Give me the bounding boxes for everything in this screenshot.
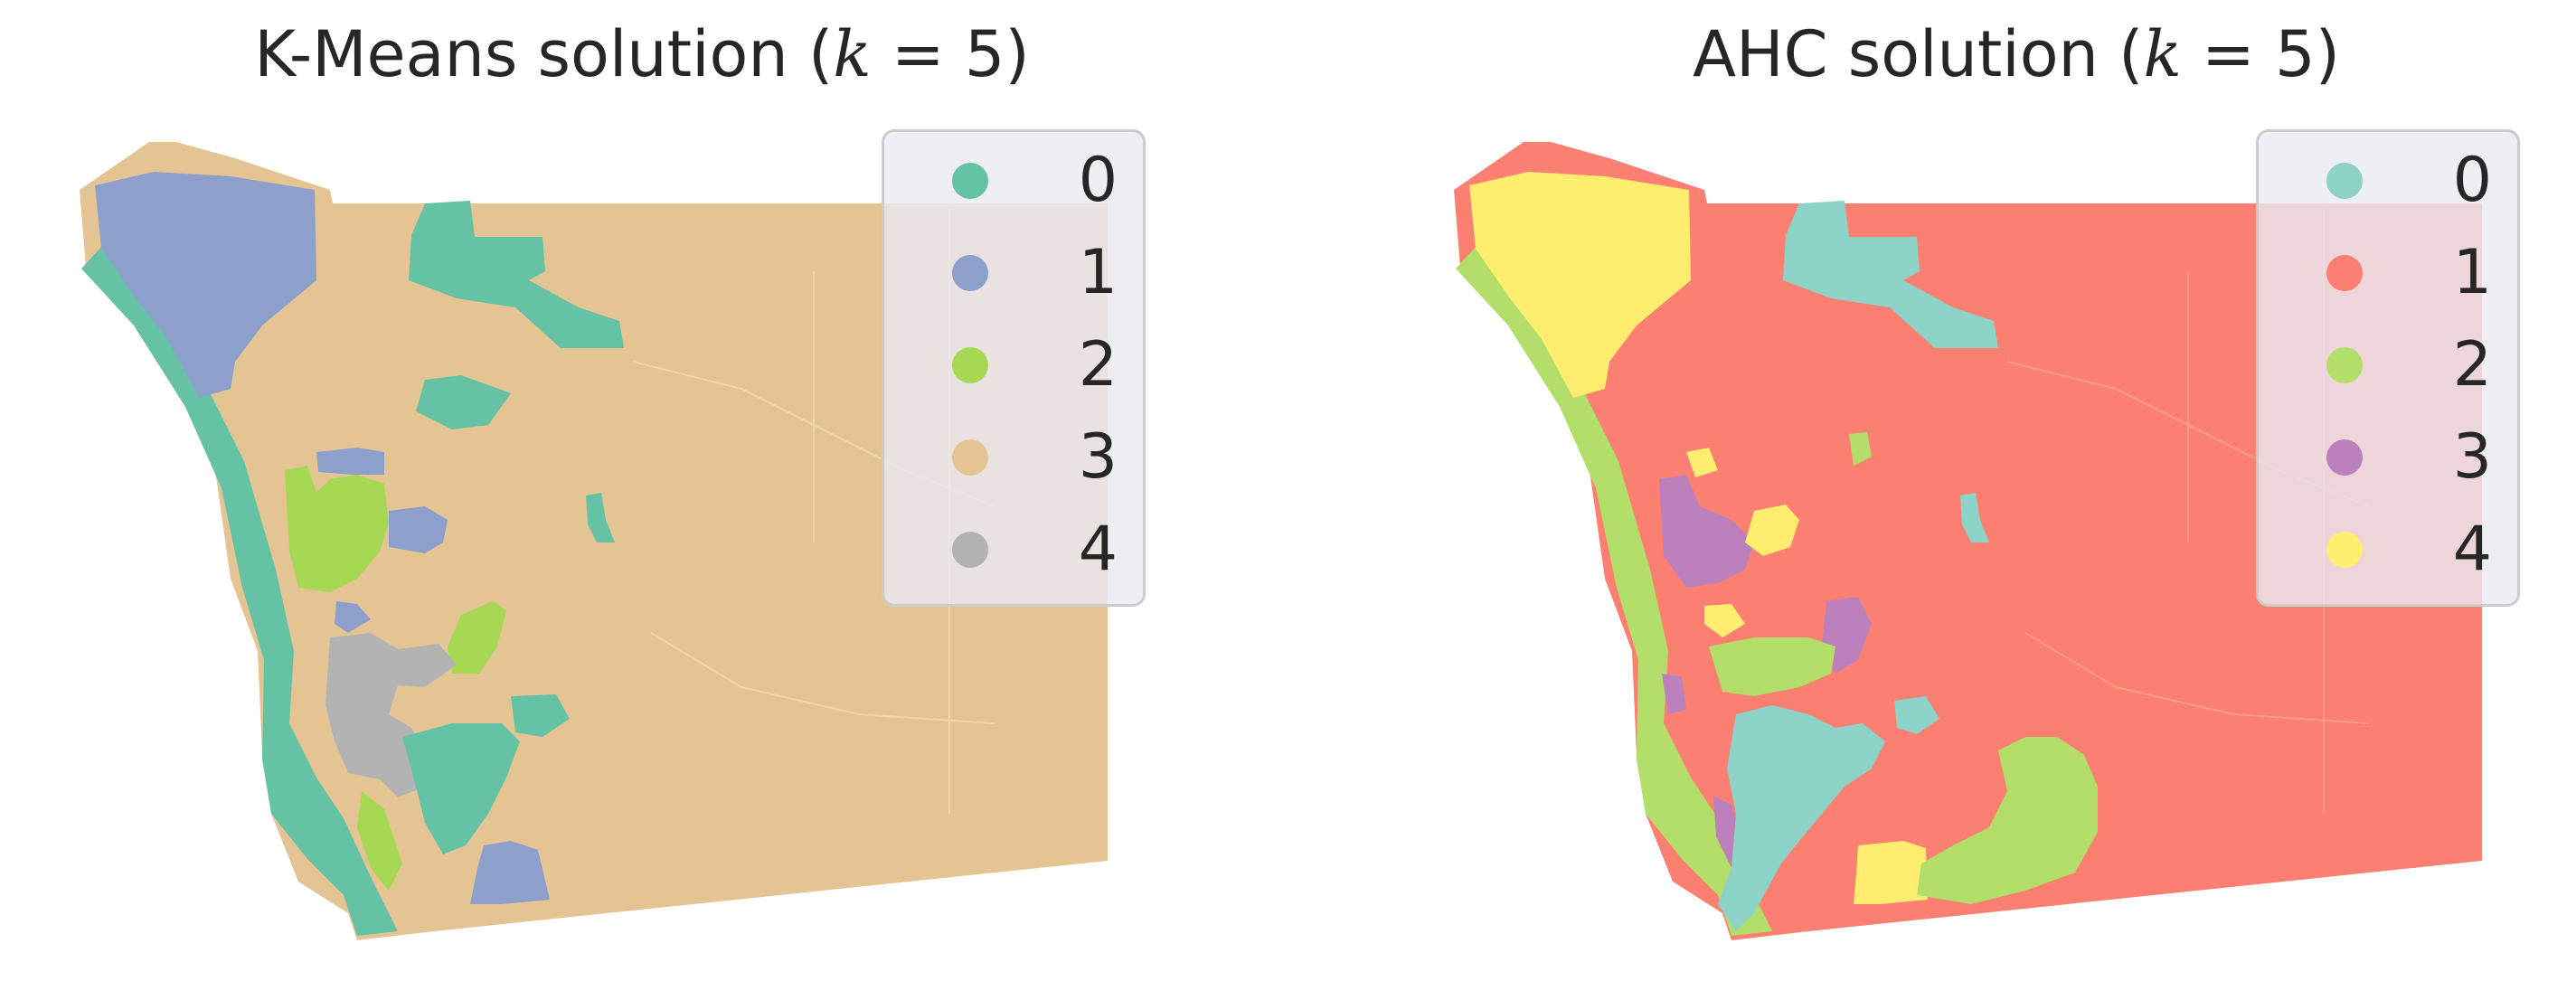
cluster-1-region-a xyxy=(316,448,384,475)
legend-label: 4 xyxy=(1078,514,1118,585)
cluster-2-region-a xyxy=(1709,637,1835,696)
cluster-2-region-b xyxy=(448,601,506,674)
legend-label: 0 xyxy=(1078,145,1118,216)
legend-label: 2 xyxy=(1078,329,1118,401)
cluster-2-region-a xyxy=(285,466,389,592)
cluster-2-region-b xyxy=(1849,432,1872,466)
cluster-0-east-patch xyxy=(1960,493,1989,542)
cluster-2-southeast-region xyxy=(1917,737,2098,904)
legend-marker-icon xyxy=(952,439,988,476)
legend-marker-icon xyxy=(952,163,988,199)
cluster-0-urban-region xyxy=(1718,705,1885,931)
district-boundaries xyxy=(2006,208,2370,814)
cluster-2-region-c xyxy=(357,791,402,891)
cluster-0-mid-region xyxy=(416,375,511,429)
cluster-3-region-b xyxy=(1822,597,1872,674)
legend-label: 1 xyxy=(1078,237,1118,308)
cluster-1-southeast-region xyxy=(470,841,550,904)
cluster-4-southeast-region xyxy=(1854,841,1928,904)
cluster-3-region-c xyxy=(1662,674,1686,714)
cluster-1-northwest-region xyxy=(95,172,316,398)
legend-marker-icon xyxy=(2326,163,2363,199)
cluster-4-region-c xyxy=(1686,448,1718,477)
legend-label: 2 xyxy=(2452,329,2492,401)
cluster-4-northwest-region xyxy=(1469,172,1691,398)
legend-item-2: 2 xyxy=(884,322,1143,412)
legend-marker-icon xyxy=(952,347,988,383)
legend-label: 4 xyxy=(2452,514,2492,585)
legend-item-4: 4 xyxy=(2259,506,2517,597)
cluster-3-region-a xyxy=(1659,475,1754,588)
ahc-cluster-map xyxy=(1454,142,2482,940)
kmeans-cluster-map xyxy=(80,142,1108,940)
legend-item-0: 0 xyxy=(2259,137,2517,228)
legend-marker-icon xyxy=(952,255,988,291)
legend-item-4: 4 xyxy=(884,506,1143,597)
district-boundaries xyxy=(632,208,995,814)
legend-marker-icon xyxy=(2326,255,2363,291)
legend-item-1: 1 xyxy=(884,230,1143,320)
cluster-4-region-a xyxy=(1745,505,1799,556)
legend-marker-icon xyxy=(2326,439,2363,476)
cluster-0-southeast-patch xyxy=(511,694,570,737)
cluster-0-east-patch xyxy=(586,493,615,542)
legend-label: 1 xyxy=(2452,237,2492,308)
legend-marker-icon xyxy=(2326,347,2363,383)
legend-item-3: 3 xyxy=(884,414,1143,505)
cluster-1-region-b xyxy=(389,506,448,553)
kmeans-map-panel: K-Means solution (k = 5) 0 xyxy=(0,0,1284,1000)
legend-item-1: 1 xyxy=(2259,230,2517,320)
cluster-0-north-region xyxy=(409,201,624,348)
cluster-1-region xyxy=(1454,142,2482,940)
cluster-0-south-patch xyxy=(1894,696,1939,734)
legend-marker-icon xyxy=(2326,532,2363,568)
legend-label: 0 xyxy=(2452,145,2492,216)
legend-item-3: 3 xyxy=(2259,414,2517,505)
kmeans-map-title: K-Means solution (k = 5) xyxy=(254,17,1030,91)
ahc-legend: 0 1 2 3 4 xyxy=(2256,129,2520,607)
cluster-0-north-region xyxy=(1783,201,1998,348)
ahc-map-panel: AHC solution (k = 5) 0 xyxy=(1374,0,2576,1000)
kmeans-legend: 0 1 2 3 4 xyxy=(882,129,1146,607)
legend-item-2: 2 xyxy=(2259,322,2517,412)
cluster-0-urban-region xyxy=(402,723,520,854)
ahc-map-title: AHC solution (k = 5) xyxy=(1693,17,2340,91)
legend-label: 3 xyxy=(2452,421,2492,493)
legend-item-0: 0 xyxy=(884,137,1143,228)
cluster-4-region-b xyxy=(1704,604,1745,637)
legend-marker-icon xyxy=(952,532,988,568)
legend-label: 3 xyxy=(1078,421,1118,493)
cluster-1-region-c xyxy=(335,601,371,633)
